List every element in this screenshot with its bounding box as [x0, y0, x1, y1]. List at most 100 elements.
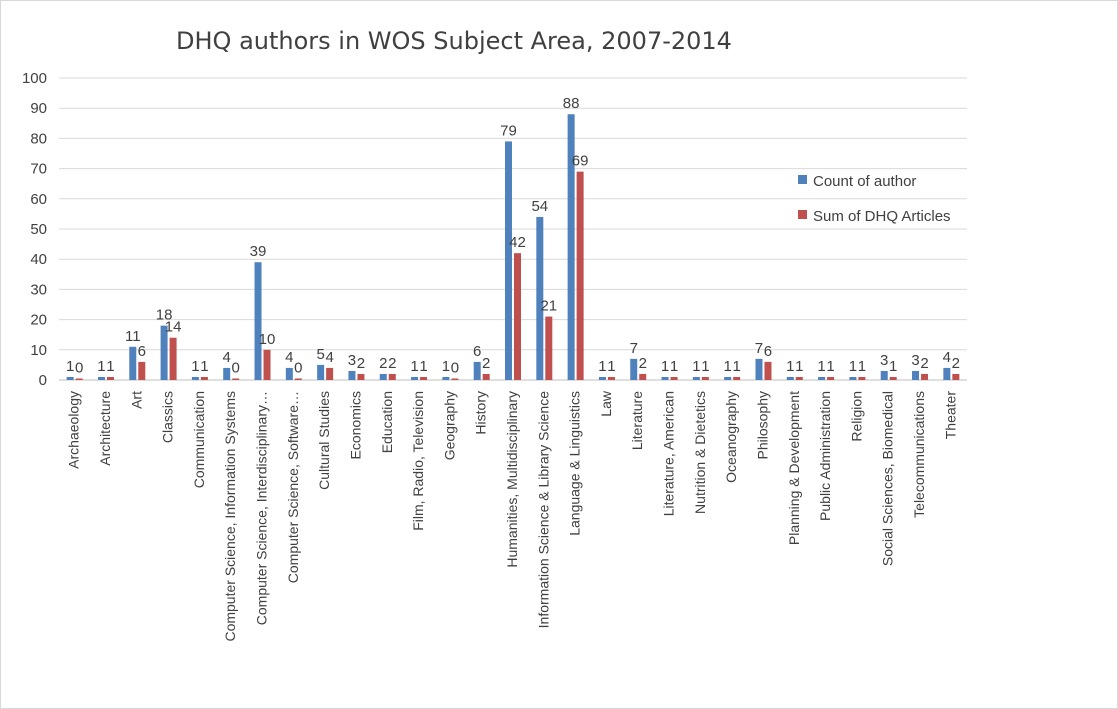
legend-label: Sum of DHQ Articles: [813, 208, 951, 225]
legend-swatch: [798, 210, 807, 219]
y-tick-label: 10: [30, 342, 47, 359]
x-category-label: Archaeology: [66, 391, 82, 469]
x-category-label: Geography: [441, 391, 457, 460]
bar: [442, 376, 450, 380]
x-category-label: Oceanography: [723, 391, 739, 483]
x-category-label: Theater: [942, 391, 958, 440]
x-category-label: Classics: [160, 391, 176, 443]
bar: [912, 370, 920, 380]
data-label: 1: [442, 358, 450, 375]
data-label: 7: [755, 340, 763, 357]
data-label: 1: [419, 358, 427, 375]
data-label: 4: [285, 349, 293, 366]
bar: [545, 316, 553, 380]
bar: [661, 376, 669, 380]
data-label: 1: [607, 358, 615, 375]
bar: [388, 373, 396, 380]
data-label: 1: [692, 358, 700, 375]
bar: [200, 376, 208, 380]
data-label: 0: [75, 359, 83, 376]
x-category-label: Literature, American: [661, 391, 677, 516]
data-label: 10: [259, 331, 276, 348]
x-category-label: Literature: [629, 391, 645, 450]
x-category-label: Law: [598, 390, 614, 417]
data-label: 14: [165, 319, 182, 336]
data-label: 1: [661, 358, 669, 375]
x-category-label: Information Science & Library Science: [535, 391, 551, 629]
data-label: 5: [316, 346, 324, 363]
y-tick-label: 0: [39, 372, 47, 389]
bars: [66, 114, 960, 381]
bar: [160, 325, 168, 380]
gridlines: [59, 77, 967, 381]
legend-label: Count of author: [813, 173, 916, 190]
bar: [379, 373, 387, 380]
x-category-label: Economics: [347, 391, 363, 459]
data-label: 1: [889, 358, 897, 375]
data-label: 4: [325, 349, 333, 366]
data-label: 1: [701, 358, 709, 375]
x-category-label: Computer Science, Interdisciplinary…: [254, 391, 270, 625]
y-tick-label: 70: [30, 161, 47, 178]
bar: [795, 376, 803, 380]
x-category-label: Nutrition & Dietetics: [692, 391, 708, 514]
bar: [482, 373, 490, 380]
data-label: 0: [294, 359, 302, 376]
bar: [169, 337, 177, 380]
bar: [294, 378, 302, 380]
data-label: 1: [670, 358, 678, 375]
x-category-label: Telecommunications: [911, 391, 927, 518]
data-label: 1: [106, 358, 114, 375]
bar: [724, 376, 732, 380]
bar: [849, 376, 857, 380]
x-category-label: Cultural Studies: [316, 391, 332, 490]
data-label: 2: [388, 355, 396, 372]
bar: [451, 378, 459, 380]
data-label: 1: [826, 358, 834, 375]
data-label: 2: [639, 355, 647, 372]
bar: [567, 114, 575, 381]
y-axis-ticks: 0 10 20 30 40 50 60 70 80 90 100: [22, 70, 47, 389]
data-label: 1: [733, 358, 741, 375]
x-category-label: Communication: [191, 391, 207, 488]
bar: [514, 253, 521, 380]
bar: [755, 358, 763, 380]
data-label: 0: [451, 359, 459, 376]
x-category-label: Social Sciences, Biomedical: [880, 391, 896, 566]
y-tick-label: 80: [30, 130, 47, 147]
data-label: 2: [952, 355, 960, 372]
data-label: 1: [598, 358, 606, 375]
data-label: 0: [232, 359, 240, 376]
data-label: 2: [357, 355, 365, 372]
x-axis-categories: Archaeology Architecture Art Classics Commun…: [66, 390, 959, 641]
data-label: 69: [572, 153, 589, 170]
data-label: 18: [156, 307, 173, 324]
data-label: 54: [531, 198, 548, 215]
bar: [106, 376, 114, 380]
y-tick-label: 50: [30, 221, 47, 238]
x-category-label: History: [473, 391, 489, 435]
x-category-label: Computer Science, Software…: [285, 391, 301, 583]
bar: [75, 378, 83, 380]
data-label: 39: [250, 243, 267, 260]
data-label: 3: [911, 352, 919, 369]
bar: [701, 376, 709, 380]
data-label: 2: [379, 355, 387, 372]
bar: [889, 376, 897, 380]
bar: [880, 370, 888, 380]
x-category-label: Computer Science, Information Systems: [222, 391, 238, 642]
x-category-label: Architecture: [97, 391, 113, 466]
bar: [733, 376, 741, 380]
x-category-label: Film, Radio, Television: [410, 391, 426, 531]
x-category-label: Planning & Development: [786, 391, 802, 545]
data-label: 1: [817, 358, 825, 375]
data-label: 1: [410, 358, 418, 375]
bar: [764, 361, 772, 380]
data-label: 1: [858, 358, 866, 375]
bar: [827, 376, 835, 380]
bar: [598, 376, 606, 380]
bar: [357, 373, 365, 380]
x-category-label: Language & Linguistics: [567, 391, 583, 536]
bar: [639, 373, 647, 380]
